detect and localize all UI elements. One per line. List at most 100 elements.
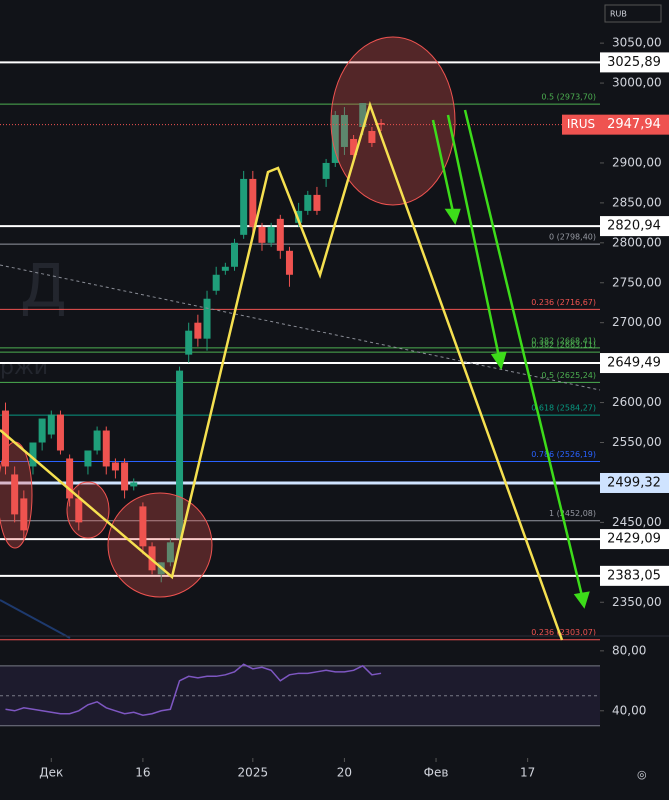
- level-box: [600, 52, 669, 73]
- candle-body: [322, 162, 330, 179]
- price-box: [600, 114, 669, 135]
- rsi-tick-label: 40,00: [612, 703, 646, 717]
- watermark: ржи: [0, 355, 48, 380]
- x-tick-label: 16: [135, 766, 150, 780]
- highlight-circle: [330, 36, 456, 206]
- candle-body: [258, 226, 266, 243]
- fib-label: 0.5 (2625,24): [541, 371, 596, 380]
- level-label: 2499,32: [607, 475, 661, 490]
- zigzag: [0, 100, 564, 641]
- level-label: 2820,94: [607, 219, 661, 234]
- candle-body: [285, 250, 293, 275]
- candle-body: [368, 130, 376, 143]
- candle-body: [139, 506, 147, 547]
- fib-label: 0.382 (2663,11): [531, 341, 596, 350]
- candle-body: [304, 194, 312, 211]
- y-tick-label: 2850,00: [612, 195, 662, 209]
- y-tick-label: 3050,00: [612, 36, 662, 50]
- fib-label: 0.786 (2526,19): [531, 450, 596, 459]
- candle-body: [212, 274, 220, 291]
- candle-body: [166, 542, 174, 563]
- fib-label: 1 (2452,08): [549, 509, 596, 518]
- candle-body: [29, 442, 37, 467]
- level-box: [600, 529, 669, 550]
- watermark: Д: [20, 252, 67, 322]
- candle-body: [377, 123, 385, 125]
- currency: RUB: [610, 10, 627, 19]
- arrows: [431, 109, 590, 609]
- candle-body: [75, 498, 83, 523]
- candle-body: [194, 322, 202, 339]
- level-label: 2649,49: [607, 356, 661, 371]
- candle-body: [185, 330, 193, 355]
- candle-body: [276, 218, 284, 251]
- level-box: [600, 216, 669, 237]
- candle-body: [56, 414, 64, 451]
- candle-body: [121, 462, 129, 491]
- y-tick-label: 2350,00: [612, 595, 662, 609]
- candle-body: [203, 298, 211, 339]
- y-tick-label: 2600,00: [612, 395, 662, 409]
- level-label: 2429,09: [607, 532, 661, 547]
- highlight-circle: [107, 492, 213, 598]
- y-tick-label: 2800,00: [612, 235, 662, 249]
- y-tick-label: 3000,00: [612, 76, 662, 90]
- candle-body: [102, 430, 110, 467]
- y-tick-label: 2900,00: [612, 155, 662, 169]
- candle-body: [313, 194, 321, 211]
- candle-body: [111, 462, 119, 471]
- highlight-circle: [66, 481, 110, 539]
- y-tick-label: 2700,00: [612, 315, 662, 329]
- x-tick-label: 17: [520, 766, 535, 780]
- currency-box[interactable]: [604, 4, 662, 23]
- candle-body: [84, 450, 92, 467]
- candle-body: [66, 458, 74, 499]
- fib-label: 0.618 (2584,27): [531, 404, 596, 413]
- candle-body: [331, 115, 339, 163]
- rsi-line: [5, 663, 382, 717]
- level-box: [600, 565, 669, 586]
- fib-label: 0.382 (2668,41): [531, 336, 596, 345]
- level-box: [600, 353, 669, 374]
- x-tick-label: Фев: [424, 766, 449, 780]
- settings-icon[interactable]: ◎: [637, 768, 647, 781]
- fib-label: 0.5 (2973,70): [541, 93, 596, 102]
- annotations: [0, 36, 601, 641]
- candle-body: [249, 178, 257, 227]
- candle-body: [176, 370, 184, 539]
- symbol: IRUS: [567, 117, 595, 131]
- candle-body: [267, 226, 275, 243]
- level-box: [600, 472, 669, 493]
- symbol-box: [562, 114, 600, 135]
- y-tick-label: 2750,00: [612, 275, 662, 289]
- x-tick-label: 20: [337, 766, 352, 780]
- fib-label: 0.236 (2716,67): [531, 298, 596, 307]
- x-tick-label: 2025: [238, 766, 269, 780]
- candle-body: [295, 210, 303, 223]
- dashed-trend: [0, 264, 601, 391]
- fib-label: 0 (2798,40): [549, 233, 596, 242]
- candle-body: [130, 482, 138, 487]
- candle-body: [20, 498, 28, 531]
- candle-body: [350, 138, 358, 155]
- x-tick-label: Дек: [39, 766, 63, 780]
- candle-body: [93, 430, 101, 451]
- candle-body: [231, 242, 239, 267]
- candle-body: [221, 266, 229, 271]
- candle-body: [340, 115, 348, 147]
- fib-label: 0.236 (2303,07): [531, 628, 596, 637]
- candle-body: [359, 103, 367, 127]
- rsi-tick-label: 80,00: [612, 643, 646, 657]
- y-tick-label: 2450,00: [612, 515, 662, 529]
- level-label: 2383,05: [607, 568, 661, 583]
- candle-body: [240, 178, 248, 235]
- level-label: 3025,89: [607, 55, 661, 70]
- candle-body: [1, 410, 9, 467]
- candle-body: [47, 414, 55, 435]
- candle-body: [38, 418, 46, 443]
- candle-body: [11, 474, 19, 515]
- price-label: 2947,94: [607, 117, 661, 132]
- y-tick-label: 2550,00: [612, 435, 662, 449]
- trend-line: [0, 599, 71, 639]
